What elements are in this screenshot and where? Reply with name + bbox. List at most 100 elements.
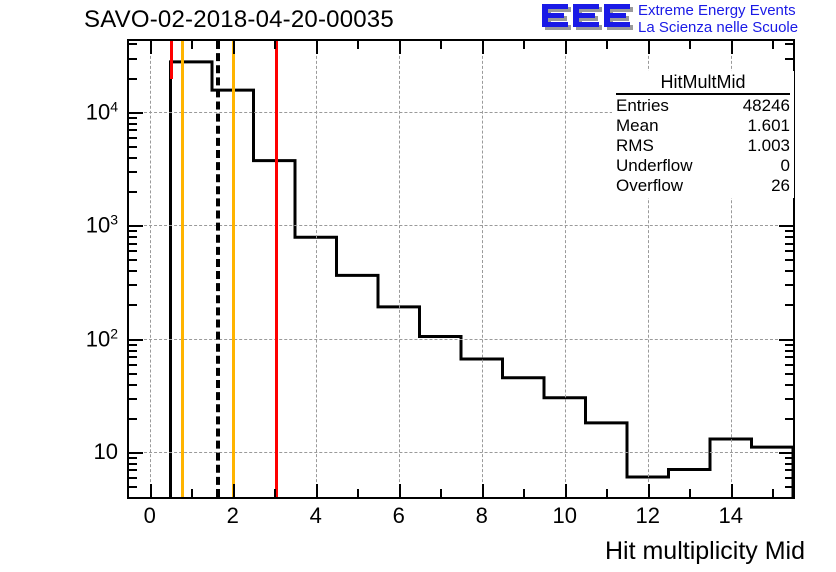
y-axis-tick: [129, 116, 137, 119]
y-axis-tick: [129, 462, 137, 465]
y-axis-tick: [129, 259, 137, 262]
y-axis-tick: [129, 477, 137, 479]
x-axis-tick: [523, 41, 526, 49]
x-gridline: [149, 41, 151, 497]
x-axis-label: 14: [718, 503, 744, 528]
stats-row-value: 26: [771, 176, 790, 195]
cut-line-high-orange: [231, 41, 235, 497]
y-axis-tick: [129, 363, 137, 366]
stats-box-title: HitMultMid: [616, 72, 790, 95]
cut-line-low-orange: [180, 41, 184, 497]
y-axis-tick: [129, 122, 137, 125]
stats-row-value: 1.601: [747, 116, 790, 135]
y-axis-tick: [129, 225, 143, 228]
y-axis-tick: [785, 363, 793, 366]
y-axis-tick: [785, 372, 793, 375]
y-axis-tick: [129, 372, 137, 375]
y-axis-tick: [129, 304, 137, 307]
x-axis-tick: [149, 41, 152, 54]
x-axis-tick: [481, 484, 484, 497]
plot-frame: [127, 39, 795, 499]
stats-row-key: Entries: [616, 96, 669, 115]
y-gridline: [129, 225, 793, 227]
y-axis-tick: [785, 457, 793, 460]
y-axis-tick: [129, 129, 137, 132]
y-axis-tick: [785, 469, 793, 472]
stats-row-value: 0: [780, 156, 790, 175]
stats-row-key: Overflow: [616, 176, 684, 195]
x-axis-label: 12: [635, 503, 661, 528]
x-axis-tick: [730, 41, 733, 54]
mean-line: [216, 41, 221, 497]
y-axis-tick: [129, 156, 137, 159]
y-axis-tick: [785, 57, 793, 60]
cut-line-high-red: [275, 41, 279, 497]
y-axis-tick: [785, 417, 793, 420]
y-axis-tick: [129, 43, 137, 46]
x-axis-tick: [191, 489, 194, 497]
x-axis-tick: [730, 484, 733, 497]
stats-row: Overflow 26: [616, 176, 790, 196]
x-axis-tick: [647, 41, 650, 54]
y-gridline: [129, 111, 793, 113]
x-gridline: [398, 41, 400, 497]
y-axis-tick: [785, 304, 793, 307]
eee-logo-line1: Extreme Energy Events: [638, 2, 796, 19]
y-axis-tick: [129, 250, 137, 253]
x-axis-tick: [481, 41, 484, 54]
histogram-series: [169, 60, 793, 497]
x-axis-tick: [232, 41, 235, 54]
eee-logo: Extreme Energy Events La Scienza nelle S…: [540, 2, 834, 40]
y-axis-tick: [785, 43, 793, 46]
y-axis-tick: [785, 230, 793, 233]
y-axis-tick: [129, 77, 137, 80]
x-axis-tick: [149, 484, 152, 497]
x-axis-tick: [689, 41, 692, 49]
x-axis-tick: [398, 41, 401, 54]
x-axis-label: 10: [552, 503, 578, 528]
y-axis-tick: [129, 486, 137, 488]
plot-area: [129, 41, 793, 497]
y-axis-tick: [129, 236, 137, 239]
x-axis-tick: [357, 41, 360, 49]
x-axis-label: 4: [309, 503, 322, 528]
x-axis-tick: [606, 489, 609, 497]
x-axis-tick: [440, 41, 443, 49]
y-axis-tick: [129, 242, 137, 245]
y-axis-tick: [785, 486, 793, 488]
cut-line-low-red: [169, 41, 173, 79]
y-axis-tick: [785, 270, 793, 273]
y-axis-tick: [129, 111, 143, 114]
y-axis-tick: [785, 497, 793, 499]
y-axis-tick: [129, 397, 137, 400]
y-axis-tick: [779, 338, 793, 341]
x-axis-tick: [315, 484, 318, 497]
y-axis-tick: [129, 57, 137, 60]
y-axis-tick: [129, 497, 137, 499]
y-gridline: [129, 451, 793, 453]
eee-logo-mark: [542, 4, 633, 30]
x-axis-label: 8: [475, 503, 488, 528]
x-axis-tick: [564, 41, 567, 54]
x-axis-tick: [357, 489, 360, 497]
x-gridline: [481, 41, 483, 497]
x-axis-label: 6: [392, 503, 405, 528]
y-axis-tick: [129, 356, 137, 358]
y-axis-tick: [129, 343, 137, 346]
y-axis-label: 104: [85, 98, 118, 125]
x-axis-tick: [772, 489, 775, 497]
x-axis-tick: [274, 489, 277, 497]
x-axis-title: Hit multiplicity Mid: [604, 537, 805, 565]
x-axis-tick: [689, 489, 692, 497]
y-axis-tick: [129, 230, 137, 233]
stats-row-value: 1.003: [747, 136, 790, 155]
x-axis-tick: [606, 41, 609, 49]
y-axis-tick: [785, 242, 793, 245]
y-axis-tick: [129, 469, 137, 472]
y-axis-tick: [785, 383, 793, 386]
x-gridline: [564, 41, 566, 497]
y-axis-label: 102: [85, 324, 118, 352]
page-title: SAVO-02-2018-04-20-00035: [84, 6, 394, 33]
eee-logo-text: Extreme Energy Events La Scienza nelle S…: [638, 2, 798, 36]
